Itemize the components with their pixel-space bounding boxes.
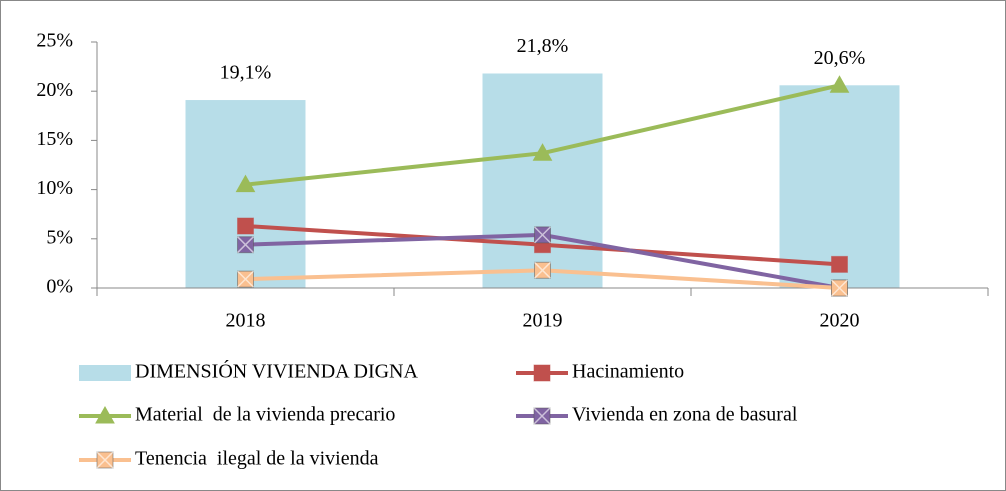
bar — [779, 85, 900, 289]
bar — [185, 100, 306, 288]
legend-label: Material de la vivienda precario — [135, 404, 395, 426]
marker — [235, 174, 256, 193]
legend-item: Tenencia ilegal de la vivienda — [79, 448, 379, 470]
data-label: 19,1% — [220, 62, 272, 84]
data-label: 20,6% — [814, 47, 866, 69]
marker-cross — [830, 279, 849, 297]
y-tick-label: 25% — [36, 30, 73, 52]
marker-cross — [236, 270, 255, 288]
marker — [831, 255, 848, 273]
legend-label: Tenencia ilegal de la vivienda — [135, 448, 379, 470]
x-tick-label: 2019 — [523, 310, 563, 332]
marker — [829, 75, 850, 93]
marker — [532, 143, 553, 161]
legend-item: DIMENSIÓN VIVIENDA DIGNA — [79, 359, 418, 383]
legend-label: Vivienda en zona de basural — [572, 404, 798, 426]
marker-cross — [236, 236, 255, 254]
y-tick-label: 20% — [36, 79, 73, 101]
x-tick-label: 2020 — [820, 310, 860, 332]
marker-cross — [533, 261, 552, 279]
legend-swatch — [79, 365, 131, 381]
y-tick-label: 15% — [36, 128, 73, 150]
x-tick-label: 2018 — [226, 310, 266, 332]
y-tick-label: 5% — [46, 226, 73, 248]
legend-marker — [533, 364, 551, 382]
marker-cross — [533, 226, 552, 244]
marker-cross — [533, 407, 551, 425]
legend-item: Material de la vivienda precario — [79, 404, 395, 426]
legend-label: DIMENSIÓN VIVIENDA DIGNA — [135, 359, 418, 383]
marker-cross — [96, 451, 114, 469]
y-tick-label: 0% — [46, 276, 73, 298]
marker — [237, 217, 254, 235]
data-label: 21,8% — [517, 35, 569, 57]
legend-item: Vivienda en zona de basural — [516, 404, 798, 426]
legend-marker — [95, 405, 115, 424]
legend-label: Hacinamiento — [572, 361, 684, 383]
legend-item: Hacinamiento — [516, 361, 684, 383]
y-tick-label: 10% — [36, 177, 73, 199]
bar — [482, 73, 603, 288]
